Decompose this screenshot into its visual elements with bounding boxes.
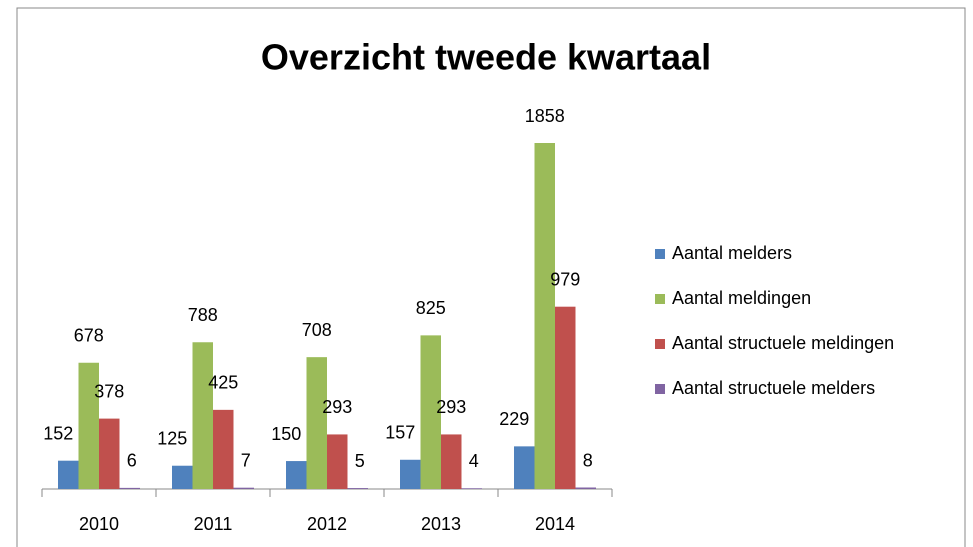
data-label: 150 <box>271 424 301 444</box>
bar <box>347 488 368 489</box>
data-label: 152 <box>43 423 73 443</box>
bar <box>172 465 193 489</box>
bar <box>192 342 213 489</box>
legend-label: Aantal meldingen <box>672 288 811 308</box>
bar <box>78 362 99 489</box>
bar <box>233 487 254 489</box>
bar <box>400 459 421 489</box>
data-label: 788 <box>188 305 218 325</box>
data-label: 6 <box>127 451 137 471</box>
data-label: 7 <box>241 450 251 470</box>
legend-label: Aantal structuele meldingen <box>672 333 894 353</box>
bar <box>213 409 234 489</box>
bar <box>461 488 482 489</box>
legend-label: Aantal melders <box>672 243 792 263</box>
data-label: 5 <box>355 451 365 471</box>
legend-swatch <box>655 384 665 394</box>
x-tick-label: 2014 <box>535 514 575 534</box>
bar <box>514 446 535 489</box>
data-label: 293 <box>322 397 352 417</box>
bar <box>306 357 327 489</box>
bar <box>286 461 307 489</box>
data-label: 157 <box>385 423 415 443</box>
bar <box>327 434 348 489</box>
data-label: 1858 <box>525 106 565 126</box>
data-label: 979 <box>550 269 580 289</box>
chart-title: Overzicht tweede kwartaal <box>261 37 711 78</box>
bar <box>420 335 441 489</box>
legend-swatch <box>655 294 665 304</box>
bar <box>534 143 555 489</box>
data-label: 125 <box>157 428 187 448</box>
data-label: 825 <box>416 298 446 318</box>
data-label: 678 <box>74 325 104 345</box>
legend-label: Aantal structuele melders <box>672 378 875 398</box>
chart-frame <box>16 7 966 547</box>
legend-swatch <box>655 249 665 259</box>
bar <box>575 487 596 489</box>
x-tick-label: 2011 <box>194 514 233 534</box>
bar <box>441 434 462 489</box>
data-label: 229 <box>499 409 529 429</box>
x-tick-label: 2012 <box>307 514 347 534</box>
data-label: 425 <box>208 373 238 393</box>
data-label: 708 <box>302 320 332 340</box>
data-label: 378 <box>94 381 124 401</box>
data-label: 4 <box>469 451 479 471</box>
x-tick-label: 2013 <box>421 514 461 534</box>
bar <box>555 306 576 489</box>
x-tick-label: 2010 <box>79 514 119 534</box>
legend-swatch <box>655 339 665 349</box>
data-label: 8 <box>583 450 593 470</box>
bar <box>99 418 120 489</box>
bar <box>58 460 79 489</box>
data-label: 293 <box>436 397 466 417</box>
bar <box>119 487 140 489</box>
